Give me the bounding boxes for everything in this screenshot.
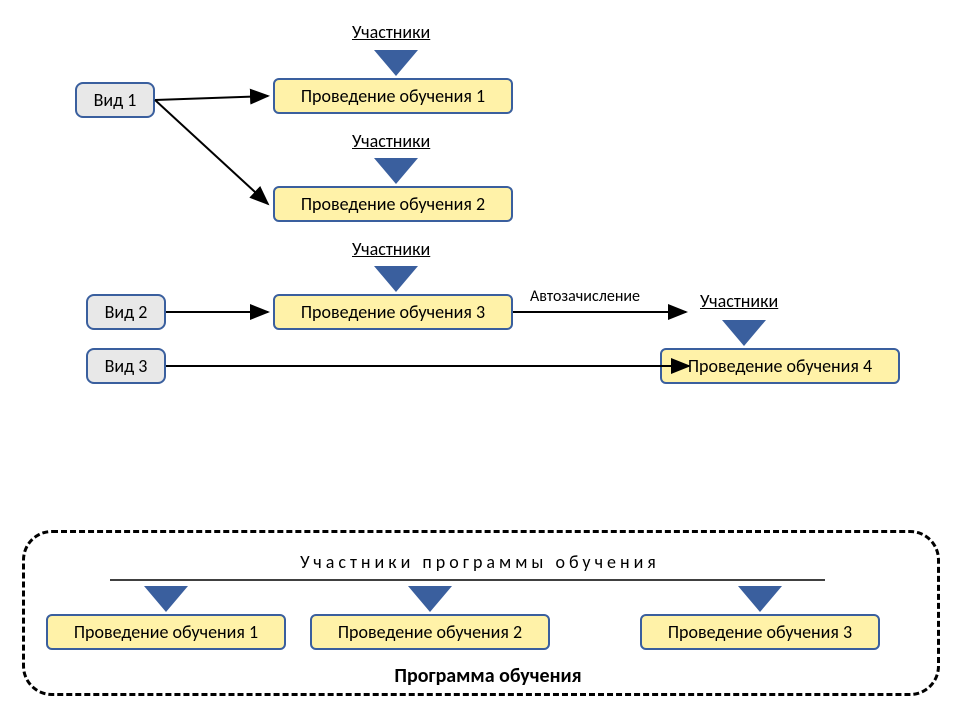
label-program-title: Программа обучения (328, 664, 648, 688)
node-vid-2: Вид 2 (86, 294, 166, 330)
node-label: Проведение обучения 1 (301, 85, 485, 107)
node-label: Проведение обучения 1 (74, 621, 258, 643)
node-prov-3: Проведение обучения 3 (273, 294, 513, 330)
node-label: Проведение обучения 2 (338, 621, 522, 643)
node-prov-1: Проведение обучения 1 (273, 78, 513, 114)
triangle-icon (722, 320, 766, 346)
node-bprov-2: Проведение обучения 2 (310, 614, 550, 650)
label-participants-1: Участники (352, 21, 430, 43)
node-label: Вид 3 (105, 355, 148, 377)
triangle-icon (374, 50, 418, 76)
node-label: Проведение обучения 3 (301, 301, 485, 323)
label-participants-2: Участники (352, 130, 430, 152)
node-vid-1: Вид 1 (75, 82, 155, 118)
node-label: Проведение обучения 2 (301, 193, 485, 215)
label-participants-4: Участники (700, 290, 778, 312)
triangle-icon (374, 158, 418, 184)
node-prov-4: Проведение обучения 4 (660, 348, 900, 384)
node-label: Вид 2 (105, 301, 148, 323)
node-label: Проведение обучения 3 (668, 621, 852, 643)
node-bprov-1: Проведение обучения 1 (46, 614, 286, 650)
node-vid-3: Вид 3 (86, 348, 166, 384)
node-bprov-3: Проведение обучения 3 (640, 614, 880, 650)
label-program-participants: Участники программы обучения (200, 551, 760, 573)
triangle-icon (738, 586, 782, 612)
node-label: Проведение обучения 4 (688, 355, 872, 377)
triangle-icon (408, 586, 452, 612)
node-prov-2: Проведение обучения 2 (273, 186, 513, 222)
triangle-icon (374, 266, 418, 292)
label-participants-3: Участники (352, 238, 430, 260)
triangle-icon (144, 586, 188, 612)
label-auto-enroll: Автозачисление (530, 287, 640, 306)
node-label: Вид 1 (94, 89, 137, 111)
